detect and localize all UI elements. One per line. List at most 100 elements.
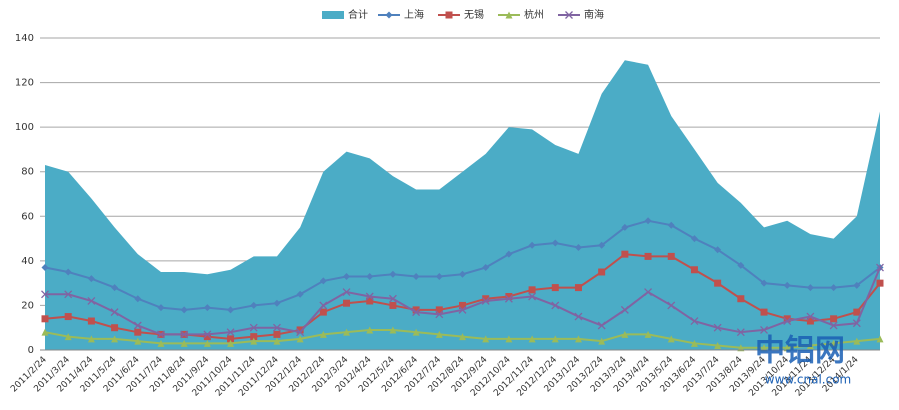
marker	[296, 335, 304, 343]
marker	[226, 328, 235, 337]
marker	[481, 297, 490, 305]
marker	[505, 335, 513, 343]
marker	[528, 286, 536, 294]
y-tick-label: 0	[28, 345, 34, 356]
marker	[621, 223, 629, 231]
marker	[852, 319, 861, 328]
marker	[64, 333, 72, 341]
marker	[482, 264, 490, 272]
marker	[551, 284, 559, 292]
marker	[783, 281, 791, 289]
marker	[598, 268, 606, 276]
marker	[482, 335, 490, 343]
marker	[87, 317, 95, 325]
watermark-url: www.cnal.com	[765, 373, 852, 387]
marker	[574, 284, 582, 292]
marker	[389, 301, 397, 309]
marker	[667, 335, 675, 343]
marker	[574, 335, 582, 343]
marker	[272, 323, 281, 332]
y-tick-label: 80	[21, 167, 34, 178]
marker	[505, 250, 513, 258]
marker	[366, 326, 374, 334]
marker	[667, 301, 676, 310]
marker	[551, 239, 559, 247]
marker	[459, 301, 466, 309]
marker	[505, 293, 513, 301]
marker	[504, 294, 513, 303]
marker	[806, 342, 814, 350]
marker	[111, 335, 119, 343]
marker	[713, 323, 722, 332]
marker	[343, 328, 351, 336]
marker	[296, 290, 304, 298]
marker	[853, 281, 861, 289]
marker	[551, 335, 559, 343]
marker	[134, 328, 142, 336]
marker	[435, 306, 443, 314]
marker	[250, 301, 258, 309]
marker	[227, 339, 235, 347]
marker	[806, 317, 814, 325]
marker	[551, 301, 560, 310]
y-tick-label: 20	[21, 300, 34, 311]
marker	[435, 330, 443, 338]
marker	[459, 333, 466, 341]
marker	[203, 339, 211, 347]
marker	[385, 11, 393, 19]
marker	[250, 337, 258, 345]
marker	[87, 335, 95, 343]
marker	[667, 252, 675, 260]
marker	[296, 326, 304, 334]
marker	[319, 277, 327, 285]
marker	[157, 304, 165, 312]
marker	[830, 339, 838, 347]
marker	[227, 335, 235, 343]
marker	[412, 308, 421, 317]
marker	[528, 292, 537, 301]
marker	[435, 310, 444, 319]
marker	[273, 330, 281, 338]
marker	[806, 312, 815, 321]
marker	[620, 305, 629, 314]
marker	[737, 261, 745, 269]
marker	[714, 246, 722, 254]
marker	[412, 272, 420, 280]
marker	[876, 279, 884, 287]
marker	[110, 308, 119, 317]
marker	[667, 221, 675, 229]
marker	[343, 272, 351, 280]
marker	[760, 308, 768, 316]
marker	[366, 272, 374, 280]
marker	[783, 315, 791, 323]
marker	[343, 299, 351, 307]
marker	[180, 306, 188, 314]
marker	[389, 326, 397, 334]
marker	[690, 339, 698, 347]
marker	[366, 297, 374, 305]
marker	[505, 11, 513, 19]
marker	[388, 294, 397, 303]
legend-label: 杭州	[524, 8, 544, 21]
marker	[783, 317, 792, 325]
marker	[319, 330, 327, 338]
marker	[435, 272, 443, 280]
marker	[598, 241, 606, 249]
marker	[597, 321, 606, 330]
marker	[180, 339, 188, 347]
marker	[459, 270, 466, 278]
legend-label: 南海	[584, 8, 604, 21]
y-tick-label: 40	[21, 256, 34, 267]
marker	[111, 324, 119, 332]
marker	[203, 304, 211, 312]
marker	[830, 315, 838, 323]
legend-label: 上海	[404, 8, 424, 21]
area	[45, 60, 880, 351]
marker	[876, 335, 884, 343]
marker	[64, 313, 72, 321]
marker	[203, 330, 212, 339]
marker	[829, 321, 838, 330]
marker	[180, 330, 189, 339]
marker	[64, 268, 72, 276]
marker	[806, 284, 814, 292]
